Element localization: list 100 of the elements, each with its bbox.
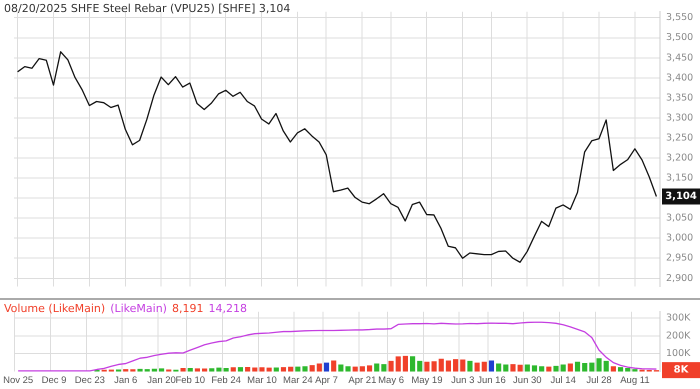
bar xyxy=(230,367,236,372)
bar xyxy=(432,361,437,372)
bar xyxy=(589,362,594,372)
x-tick-label: Apr 7 xyxy=(315,374,338,386)
x-tick-label: Dec 9 xyxy=(42,374,66,386)
x-tick-label: Aug 11 xyxy=(620,374,650,386)
x-tick-label: Jul 28 xyxy=(586,374,612,386)
bar xyxy=(352,366,358,372)
bar xyxy=(524,364,530,372)
bar xyxy=(560,364,566,372)
text: Volume (LikeMain) xyxy=(4,302,106,315)
y-tick-label: 3,300 xyxy=(666,112,694,124)
x-tick-label: Jun 16 xyxy=(477,374,506,386)
y-tick-label: 3,450 xyxy=(666,52,694,64)
bar xyxy=(202,368,208,372)
bar xyxy=(438,358,444,372)
bar xyxy=(316,364,322,372)
bar xyxy=(474,362,480,372)
bar xyxy=(496,364,502,372)
bar xyxy=(280,367,286,372)
bar xyxy=(180,368,186,372)
bar xyxy=(295,366,300,372)
text: (LikeMain) xyxy=(110,302,167,315)
bar xyxy=(166,369,172,372)
y-tick-label: 3,250 xyxy=(666,132,694,144)
bar xyxy=(574,362,580,372)
bar xyxy=(288,366,294,372)
x-tick-label: Jan 6 xyxy=(114,374,138,386)
bar xyxy=(194,368,200,372)
bar xyxy=(158,368,164,372)
bar xyxy=(274,367,279,372)
bar xyxy=(532,365,538,372)
y-tick-label: 3,500 xyxy=(666,32,694,44)
bar xyxy=(503,364,508,372)
bar xyxy=(374,364,380,372)
bar xyxy=(417,360,422,372)
bar xyxy=(366,365,372,372)
y-tick-label: 2,950 xyxy=(666,252,694,264)
chart-title: 08/20/2025 SHFE Steel Rebar (VPU25) [SHFE] 3,104 xyxy=(4,2,290,15)
y-tick-label: 3,200 xyxy=(666,152,694,164)
bar xyxy=(338,364,344,372)
annotation: 3,104 xyxy=(665,191,697,202)
x-tick-label: Dec 23 xyxy=(74,374,105,386)
bar xyxy=(610,366,616,372)
y-tick-label: 3,150 xyxy=(666,172,694,184)
y-tick-label: 3,400 xyxy=(666,72,694,84)
x-tick-label: May 6 xyxy=(378,374,404,386)
bar xyxy=(632,369,638,372)
bar xyxy=(209,368,214,372)
y-tick-label: 3,000 xyxy=(666,232,694,244)
bar xyxy=(360,366,365,372)
bar xyxy=(302,366,308,372)
bar xyxy=(460,359,466,372)
bar xyxy=(324,362,330,372)
x-tick-label: May 19 xyxy=(411,374,442,386)
y-tick-label: 3,550 xyxy=(666,12,694,24)
bar xyxy=(116,369,122,372)
bar xyxy=(482,362,487,372)
bar xyxy=(266,368,272,372)
bar xyxy=(137,368,143,372)
bar xyxy=(539,366,544,372)
bar xyxy=(259,367,265,372)
bar xyxy=(467,360,473,372)
bar xyxy=(625,368,630,372)
bar xyxy=(310,365,315,372)
bar xyxy=(568,364,573,372)
bar xyxy=(604,360,609,372)
bar xyxy=(238,367,244,372)
y-tick-label: 100K xyxy=(666,348,692,360)
bar xyxy=(546,366,552,372)
bar xyxy=(618,367,624,372)
x-tick-label: Jan 20 xyxy=(147,374,176,386)
bar xyxy=(510,364,516,372)
bar xyxy=(410,356,416,372)
bar xyxy=(396,356,401,372)
x-tick-label: Mar 10 xyxy=(247,374,277,386)
bar xyxy=(424,362,430,372)
bar xyxy=(388,360,394,372)
bar xyxy=(402,356,408,372)
x-tick-label: Feb 10 xyxy=(175,374,206,386)
bar xyxy=(224,368,229,372)
bar xyxy=(488,360,494,372)
x-tick-label: Apr 21 xyxy=(348,374,376,386)
bar xyxy=(188,368,193,372)
bar xyxy=(144,369,150,372)
y-tick-label: 200K xyxy=(666,330,692,342)
bar xyxy=(381,364,386,372)
bar xyxy=(331,360,336,372)
bar xyxy=(553,366,559,372)
bar xyxy=(582,363,588,372)
x-tick-label: Jun 30 xyxy=(513,374,542,386)
bar xyxy=(345,366,351,372)
bar xyxy=(446,360,452,372)
bar xyxy=(245,366,250,372)
y-tick-label: 2,900 xyxy=(666,272,694,284)
bar xyxy=(123,369,128,372)
bar xyxy=(216,368,222,372)
annotation: 8,191 xyxy=(172,302,204,315)
y-tick-label: 3,350 xyxy=(666,92,694,104)
bar xyxy=(152,368,157,372)
